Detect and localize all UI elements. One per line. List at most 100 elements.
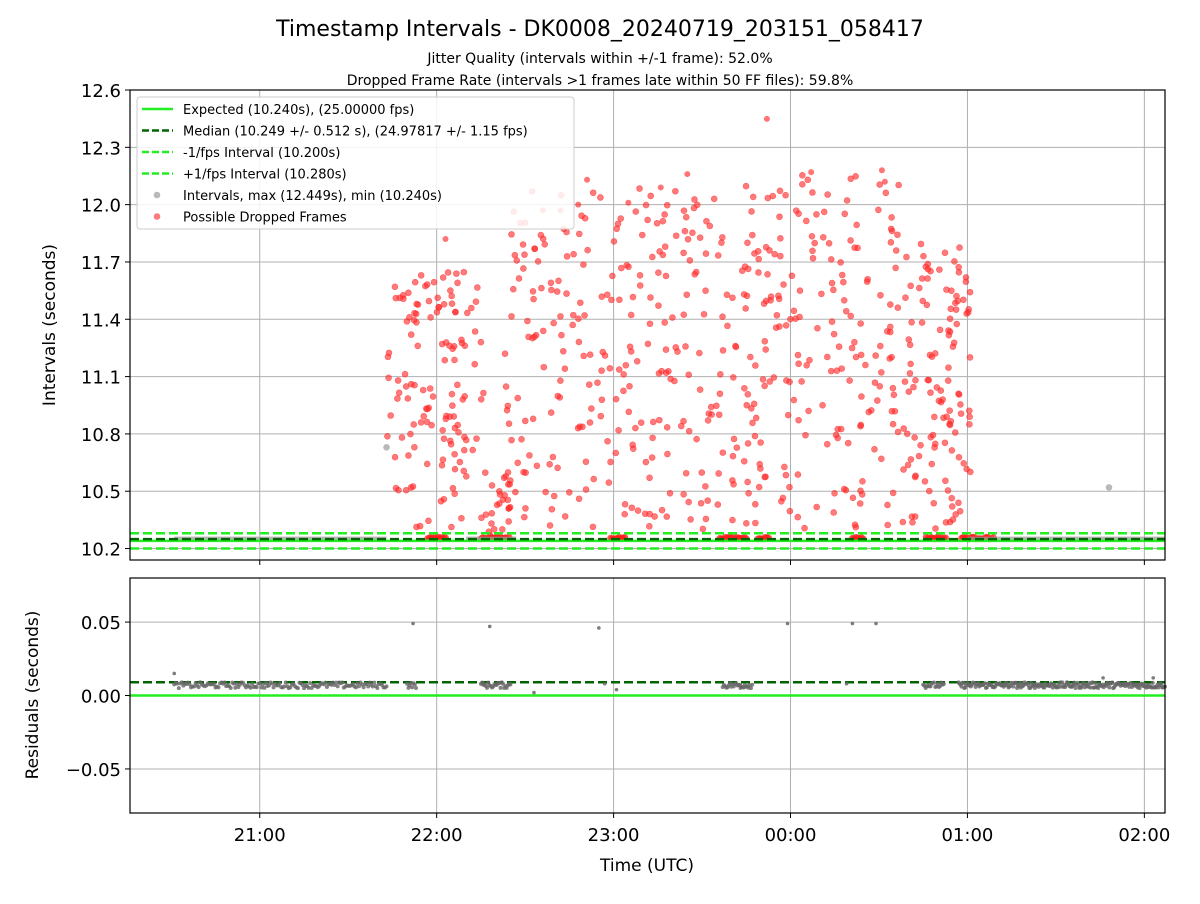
residual-point (1127, 684, 1132, 689)
dropped-frame-point (840, 485, 848, 493)
dropped-frame-point (416, 522, 424, 530)
residual-point (874, 621, 878, 626)
dropped-frame-point (642, 201, 650, 209)
dropped-frame-point (557, 313, 564, 320)
dropped-frame-point (649, 434, 656, 442)
dropped-frame-point (542, 488, 549, 496)
dropped-frame-point (918, 275, 926, 282)
dropped-frame-point (504, 469, 512, 476)
dropped-frame-point (666, 489, 674, 497)
dropped-frame-point (745, 490, 752, 497)
dropped-frame-point (615, 427, 622, 434)
dropped-frame-point (633, 357, 641, 365)
dropped-frame-point (953, 320, 961, 328)
dropped-frame-point (616, 296, 623, 304)
dropped-frame-point (461, 433, 468, 441)
dropped-frame-point (744, 440, 752, 447)
dropped-frame-point (786, 483, 793, 491)
dropped-frame-point (751, 432, 759, 440)
residual-point (176, 686, 181, 691)
dropped-frame-point (585, 381, 593, 388)
dropped-frame-point (681, 227, 689, 235)
residual-point (785, 621, 790, 626)
dropped-frame-point (782, 322, 790, 329)
dropped-frame-point (796, 287, 804, 294)
residual-point (748, 686, 753, 691)
dropped-frame-point (806, 356, 813, 364)
residual-point (262, 685, 267, 690)
residual-point (487, 624, 492, 629)
dropped-frame-point (655, 416, 663, 424)
dropped-frame-point (680, 491, 687, 498)
dropped-frame-point (952, 511, 959, 518)
dropped-frame-point (434, 294, 441, 302)
dropped-frame-point (419, 386, 427, 394)
dropped-frame-point (512, 488, 519, 496)
dropped-frame-point (907, 282, 915, 290)
dropped-frame-point (563, 228, 570, 236)
bottom-plot-frame (129, 577, 1166, 814)
dropped-frame-point (842, 307, 850, 315)
dropped-frame-point (590, 475, 598, 483)
dropped-frame-point (569, 321, 577, 329)
dropped-frame-point (538, 284, 545, 292)
dropped-frame-point (960, 296, 967, 304)
residual-points-layer (172, 621, 1167, 695)
dropped-frame-point (781, 463, 788, 471)
dropped-frame-point (833, 367, 841, 374)
dropped-frame-point (439, 274, 447, 281)
dropped-frame-point (606, 365, 614, 372)
dropped-frame-point (392, 294, 400, 302)
dropped-frame-point (657, 184, 664, 191)
dropped-frame-point (887, 239, 895, 246)
dropped-frame-point (966, 421, 973, 428)
dropped-frame-point (411, 381, 418, 389)
dropped-frame-point (729, 477, 736, 484)
dropped-frame-point (752, 519, 759, 527)
dropped-frame-point (627, 311, 635, 319)
dropped-frame-point (636, 185, 643, 192)
dropped-frame-point (931, 444, 938, 451)
residual-point (1151, 676, 1156, 680)
x-tick-label: 02:00 (1118, 825, 1170, 846)
dropped-frame-point (546, 460, 553, 468)
dropped-frame-point (682, 343, 689, 350)
dropped-frame-point (575, 315, 582, 322)
dropped-frame-point (472, 298, 480, 306)
residual-point (257, 681, 262, 686)
dropped-frame-point (905, 388, 913, 395)
dropped-frame-point (661, 319, 668, 326)
dropped-frame-point (658, 506, 666, 514)
dropped-frame-point (693, 201, 701, 209)
dropped-frame-point (423, 460, 431, 468)
dropped-frame-point (802, 217, 810, 225)
dropped-frame-point (744, 478, 751, 486)
legend-marker (153, 191, 161, 199)
dropped-frame-point (750, 400, 758, 408)
dropped-frame-point (582, 486, 590, 493)
dropped-frame-point (786, 507, 794, 515)
dropped-frame-point (394, 377, 402, 384)
residual-point (411, 621, 415, 626)
dropped-frame-point (948, 494, 956, 502)
dropped-frame-point (947, 417, 955, 425)
dropped-frame-point (857, 421, 865, 429)
dropped-frame-point (903, 430, 911, 438)
dropped-frame-point (782, 191, 789, 199)
dropped-frame-point (795, 416, 802, 424)
dropped-frame-point (620, 387, 627, 395)
dropped-frame-point (946, 315, 954, 323)
dropped-frame-point (740, 457, 748, 465)
dropped-frame-point (966, 288, 974, 296)
dropped-frame-point (655, 302, 662, 309)
residual-point (269, 681, 274, 686)
dropped-frame-point (508, 313, 515, 320)
dropped-frame-point (577, 299, 584, 307)
dropped-frame-point (636, 272, 644, 279)
dropped-frame-point (391, 453, 399, 461)
dropped-frame-point (659, 251, 667, 259)
dropped-frame-point (944, 487, 952, 494)
x-tick-label: 00:00 (765, 825, 817, 846)
dropped-frame-point (532, 331, 540, 339)
dropped-frame-point (794, 513, 802, 521)
